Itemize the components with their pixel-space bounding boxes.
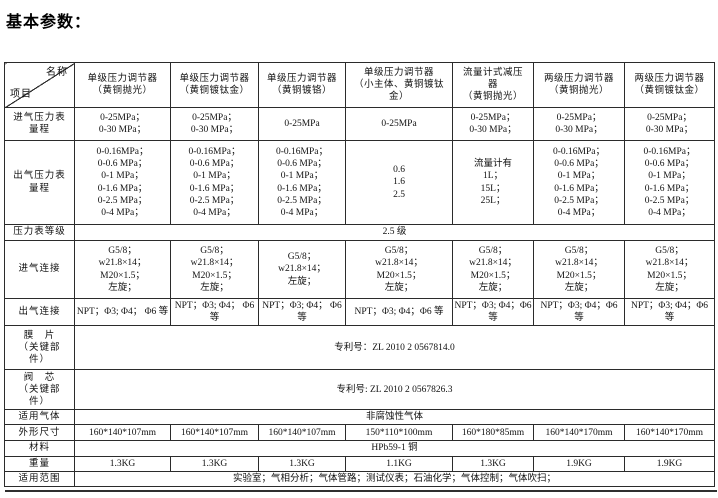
cell: 150*110*100mm bbox=[345, 424, 453, 442]
row-label: 进气压力表 量程 bbox=[4, 107, 75, 141]
cell: G5/8； w21.8×14； M20×1.5； 左旋； bbox=[624, 240, 715, 299]
corner-name-label: 名称 bbox=[46, 67, 68, 78]
cell: 0-25MPa； 0-30 MPa； bbox=[533, 107, 625, 141]
cell: NPT；Φ3; Φ4； Φ6 等 bbox=[170, 297, 259, 327]
cell: 0-0.16MPa； 0-0.6 MPa； 0-1 MPa； 0-1.6 MPa… bbox=[170, 140, 259, 225]
parameters-table: 名称 项目 单级压力调节器 （黄铜抛光） 单级压力调节器 （黄铜镀钛金） 单级压… bbox=[4, 62, 715, 487]
cell: 0.6 1.6 2.5 bbox=[345, 140, 453, 225]
cell: G5/8； w21.8×14； M20×1.5； 左旋； bbox=[170, 240, 259, 299]
cell: G5/8； w21.8×14； M20×1.5； 左旋； bbox=[74, 240, 171, 299]
cell: 1.9KG bbox=[624, 455, 715, 472]
table-row: 进气压力表 量程 0-25MPa； 0-30 MPa； 0-25MPa； 0-3… bbox=[4, 107, 715, 141]
column-header: 两级压力调节器 （黄铜镀钛金） bbox=[624, 62, 715, 108]
cell: 160*140*107mm bbox=[74, 424, 171, 442]
merged-cell: HPb59-1 铜 bbox=[74, 440, 715, 457]
cell: 0-0.16MPa； 0-0.6 MPa； 0-1 MPa； 0-1.6 MPa… bbox=[258, 140, 346, 225]
row-label: 进气连接 bbox=[4, 240, 75, 299]
table-row: 材料 HPb59-1 铜 bbox=[4, 440, 715, 457]
row-label: 适用范围 bbox=[4, 470, 75, 487]
cell: G5/8； w21.8×14； M20×1.5； 左旋； bbox=[345, 240, 453, 299]
cell: 160*140*170mm bbox=[624, 424, 715, 442]
cell: 1.3KG bbox=[258, 455, 346, 472]
table-row: 出气连接 NPT；Φ3; Φ4； Φ6 等 NPT；Φ3; Φ4； Φ6 等 N… bbox=[4, 297, 715, 327]
column-header: 单级压力调节器 （黄铜镀钛金） bbox=[170, 62, 259, 108]
row-label: 出气压力表 量程 bbox=[4, 140, 75, 225]
table-row: 适用范围 实验室；气相分析；气体管路；测试仪表；石油化学；气体控制；气体吹扫； bbox=[4, 470, 715, 487]
row-label: 外形尺寸 bbox=[4, 424, 75, 442]
column-header: 单级压力调节器 （黄铜抛光） bbox=[74, 62, 171, 108]
cell: G5/8； w21.8×14； M20×1.5； 左旋； bbox=[533, 240, 625, 299]
table-row: 进气连接 G5/8； w21.8×14； M20×1.5； 左旋； G5/8； … bbox=[4, 240, 715, 299]
cell: NPT；Φ3; Φ4；Φ6 等 bbox=[345, 297, 453, 327]
cell: 0-25MPa bbox=[345, 107, 453, 141]
cell: 160*140*107mm bbox=[170, 424, 259, 442]
table-row: 外形尺寸 160*140*107mm 160*140*107mm 160*140… bbox=[4, 424, 715, 442]
merged-cell: 2.5 级 bbox=[74, 224, 715, 241]
corner-item-label: 项目 bbox=[10, 89, 32, 101]
cell: 1.3KG bbox=[452, 455, 534, 472]
table-row: 膜 片 （关键部 件） 专利号：ZL 2010 2 0567814.0 bbox=[4, 325, 715, 371]
cell: G5/8； w21.8×14； 左旋； bbox=[258, 240, 346, 299]
cell: 1.9KG bbox=[533, 455, 625, 472]
table-row: 压力表等级 2.5 级 bbox=[4, 224, 715, 241]
table-row: 阀 芯 （关键部 件） 专利号: ZL 2010 2 0567826.3 bbox=[4, 369, 715, 411]
merged-cell: 非腐蚀性气体 bbox=[74, 409, 715, 426]
column-header: 两级压力调节器 （黄铜抛光） bbox=[533, 62, 625, 108]
row-label: 膜 片 （关键部 件） bbox=[4, 325, 75, 371]
cell: 0-25MPa bbox=[258, 107, 346, 141]
column-header: 流量计式减压 器 （黄铜抛光） bbox=[452, 62, 534, 108]
row-label: 材料 bbox=[4, 440, 75, 457]
cell: 流量计有 1L； 15L； 25L； bbox=[452, 140, 534, 225]
row-label: 重量 bbox=[4, 455, 75, 472]
cell: 1.3KG bbox=[170, 455, 259, 472]
cell: 160*180*85mm bbox=[452, 424, 534, 442]
cell: 0-0.16MPa； 0-0.6 MPa； 0-1 MPa； 0-1.6 MPa… bbox=[74, 140, 171, 225]
row-label: 阀 芯 （关键部 件） bbox=[4, 369, 75, 411]
merged-cell: 专利号：ZL 2010 2 0567814.0 bbox=[74, 325, 715, 371]
cell: 0-0.16MPa； 0-0.6 MPa； 0-1 MPa； 0-1.6 MPa… bbox=[624, 140, 715, 225]
cell: NPT；Φ3; Φ4； Φ6 等 bbox=[258, 297, 346, 327]
table-row: 重量 1.3KG 1.3KG 1.3KG 1.1KG 1.3KG 1.9KG 1… bbox=[4, 455, 715, 472]
cell: 160*140*107mm bbox=[258, 424, 346, 442]
header-row: 名称 项目 单级压力调节器 （黄铜抛光） 单级压力调节器 （黄铜镀钛金） 单级压… bbox=[4, 62, 715, 108]
cell: 0-0.16MPa； 0-0.6 MPa； 0-1 MPa； 0-1.6 MPa… bbox=[533, 140, 625, 225]
table-bottom-rule bbox=[5, 489, 717, 492]
row-label: 压力表等级 bbox=[4, 224, 75, 241]
cell: 0-25MPa； 0-30 MPa； bbox=[170, 107, 259, 141]
page-title: 基本参数： bbox=[6, 14, 92, 31]
cell: 1.1KG bbox=[345, 455, 453, 472]
column-header: 单级压力调节器 （黄铜镀铬） bbox=[258, 62, 346, 108]
row-label: 出气连接 bbox=[4, 297, 75, 327]
cell: NPT；Φ3; Φ4； Φ6 等 bbox=[74, 297, 171, 327]
cell: 0-25MPa； 0-30 MPa； bbox=[624, 107, 715, 141]
cell: 0-25MPa； 0-30 MPa； bbox=[452, 107, 534, 141]
cell: NPT；Φ3; Φ4；Φ6 等 bbox=[452, 297, 534, 327]
cell: NPT；Φ3; Φ4；Φ6 等 bbox=[624, 297, 715, 327]
cell: NPT；Φ3; Φ4；Φ6 等 bbox=[533, 297, 625, 327]
row-label: 适用气体 bbox=[4, 409, 75, 426]
cell: 160*140*170mm bbox=[533, 424, 625, 442]
merged-cell: 实验室；气相分析；气体管路；测试仪表；石油化学；气体控制；气体吹扫； bbox=[74, 470, 715, 487]
cell: G5/8； w21.8×14； M20×1.5； 左旋； bbox=[452, 240, 534, 299]
cell: 1.3KG bbox=[74, 455, 171, 472]
table-row: 出气压力表 量程 0-0.16MPa； 0-0.6 MPa； 0-1 MPa； … bbox=[4, 140, 715, 225]
table-row: 适用气体 非腐蚀性气体 bbox=[4, 409, 715, 426]
merged-cell: 专利号: ZL 2010 2 0567826.3 bbox=[74, 369, 715, 411]
corner-cell: 名称 项目 bbox=[4, 62, 75, 108]
cell: 0-25MPa； 0-30 MPa； bbox=[74, 107, 171, 141]
column-header: 单级压力调节器 （小主体、黄铜镀钛 金） bbox=[345, 62, 453, 108]
